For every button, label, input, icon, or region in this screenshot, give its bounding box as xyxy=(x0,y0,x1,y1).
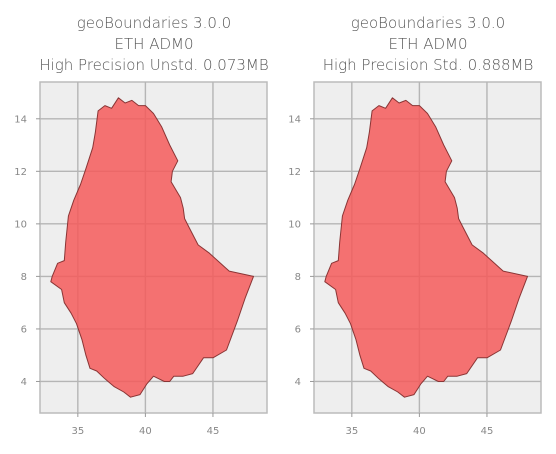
y-tick-label: 6 xyxy=(21,324,27,335)
y-tick-label: 12 xyxy=(14,167,27,178)
x-tick-label: 40 xyxy=(139,426,152,437)
y-tick-label: 8 xyxy=(21,272,27,283)
y-tick-label: 14 xyxy=(14,114,27,125)
x-tick-label: 40 xyxy=(413,426,426,437)
x-tick-label: 35 xyxy=(345,426,358,437)
eth-boundary-polygon xyxy=(50,97,254,398)
y-tick-label: 6 xyxy=(295,324,301,335)
chart-title-line-1: geoBoundaries 3.0.0 xyxy=(351,14,505,32)
y-tick-label: 10 xyxy=(14,219,27,230)
chart-title-line-3: High Precision Std. 0.888MB xyxy=(323,56,534,74)
x-tick-label: 35 xyxy=(71,426,84,437)
eth-boundary-polygon xyxy=(324,97,528,398)
x-tick-label: 45 xyxy=(481,426,494,437)
chart-title-line-2: ETH ADM0 xyxy=(115,35,194,53)
chart-title-line-3: High Precision Unstd. 0.073MB xyxy=(39,56,268,74)
chart-title-line-2: ETH ADM0 xyxy=(389,35,468,53)
y-tick-label: 14 xyxy=(288,114,301,125)
y-tick-label: 8 xyxy=(295,272,301,283)
y-tick-label: 4 xyxy=(21,377,27,388)
y-tick-label: 4 xyxy=(295,377,301,388)
y-tick-label: 12 xyxy=(288,167,301,178)
y-tick-label: 10 xyxy=(288,219,301,230)
chart-title-line-1: geoBoundaries 3.0.0 xyxy=(77,14,231,32)
map-panel-1: geoBoundaries 3.0.0 ETH ADM0 High Precisio… xyxy=(14,14,268,437)
x-tick-label: 45 xyxy=(207,426,220,437)
map-panel-2: geoBoundaries 3.0.0 ETH ADM0 High Precisio… xyxy=(288,14,542,437)
